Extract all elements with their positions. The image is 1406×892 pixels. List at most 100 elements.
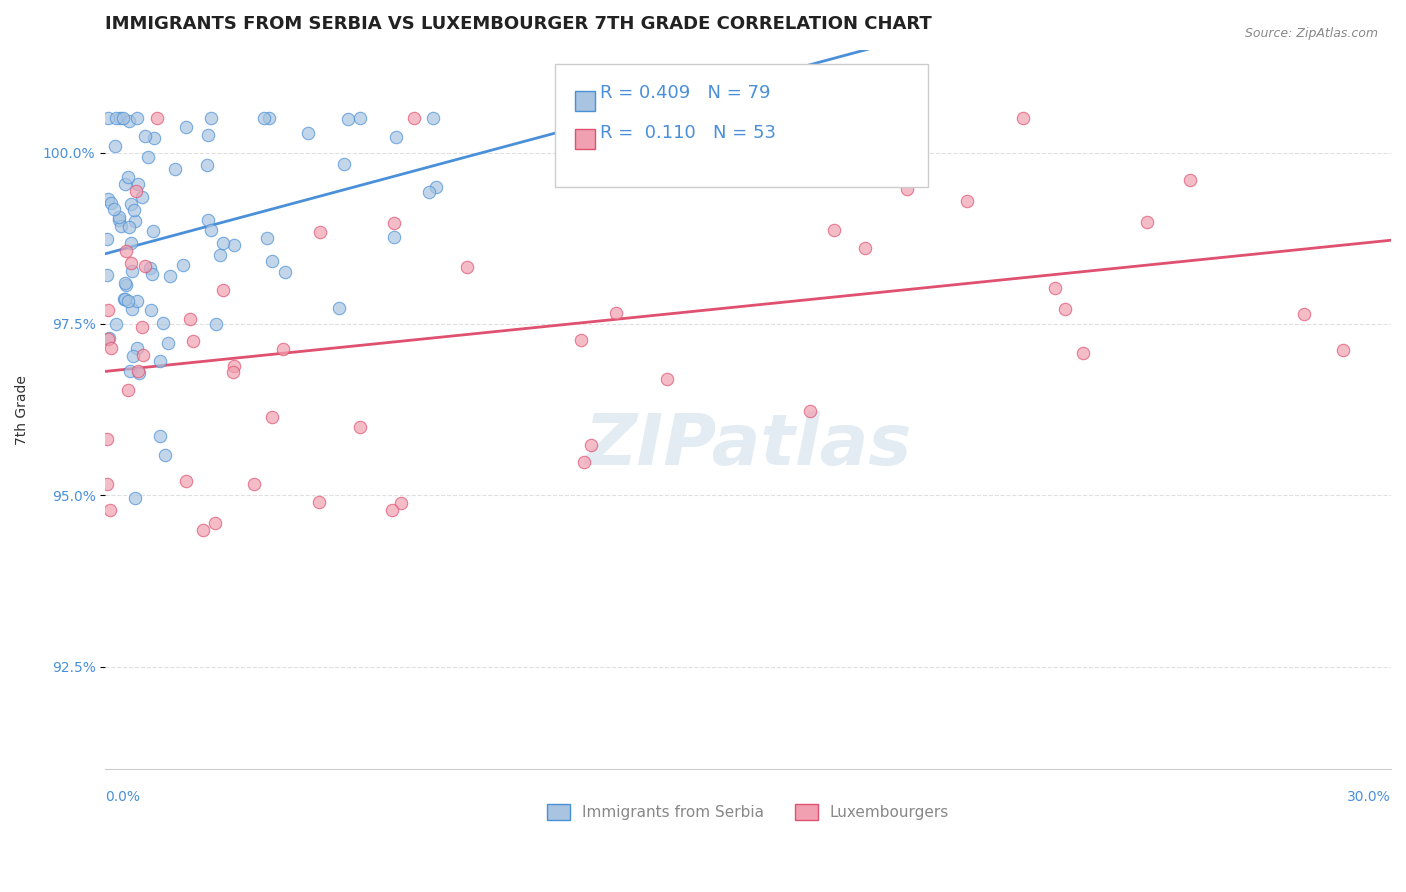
Immigrants from Serbia [141, 267, 163, 281]
Immigrants from Serbia [163, 161, 186, 176]
Immigrants from Serbia [97, 112, 120, 126]
Immigrants from Serbia [422, 112, 444, 126]
Luxembourgers [1043, 281, 1066, 295]
Immigrants from Serbia [418, 186, 440, 200]
Immigrants from Serbia [96, 232, 118, 246]
Immigrants from Serbia [114, 277, 136, 292]
Immigrants from Serbia [124, 214, 146, 228]
Immigrants from Serbia [349, 112, 371, 126]
Luxembourgers [271, 342, 294, 356]
Luxembourgers [714, 148, 737, 162]
Text: R =  0.110   N = 53: R = 0.110 N = 53 [600, 124, 776, 142]
Text: R = 0.409   N = 79: R = 0.409 N = 79 [600, 84, 770, 102]
Immigrants from Serbia [103, 202, 125, 217]
Immigrants from Serbia [112, 292, 135, 306]
Immigrants from Serbia [256, 231, 278, 245]
Luxembourgers [204, 516, 226, 530]
Luxembourgers [1136, 215, 1159, 229]
Text: IMMIGRANTS FROM SERBIA VS LUXEMBOURGER 7TH GRADE CORRELATION CHART: IMMIGRANTS FROM SERBIA VS LUXEMBOURGER 7… [105, 15, 932, 33]
Immigrants from Serbia [105, 112, 128, 126]
Immigrants from Serbia [333, 157, 356, 171]
Immigrants from Serbia [131, 189, 153, 203]
Luxembourgers [100, 341, 122, 355]
Luxembourgers [456, 260, 478, 275]
Immigrants from Serbia [138, 150, 160, 164]
Immigrants from Serbia [425, 180, 447, 194]
Luxembourgers [120, 256, 142, 270]
Immigrants from Serbia [110, 219, 132, 233]
Immigrants from Serbia [260, 253, 283, 268]
Immigrants from Serbia [117, 294, 139, 309]
Immigrants from Serbia [172, 258, 194, 272]
Luxembourgers [97, 302, 120, 317]
Immigrants from Serbia [143, 131, 166, 145]
Immigrants from Serbia [153, 448, 176, 462]
Immigrants from Serbia [121, 302, 143, 317]
Immigrants from Serbia [200, 112, 222, 126]
Immigrants from Serbia [152, 316, 174, 330]
Luxembourgers [243, 476, 266, 491]
Luxembourgers [384, 216, 406, 230]
Immigrants from Serbia [114, 293, 136, 307]
Immigrants from Serbia [96, 268, 118, 282]
Luxembourgers [1012, 112, 1035, 126]
Luxembourgers [127, 364, 149, 378]
Luxembourgers [146, 112, 169, 126]
Luxembourgers [181, 334, 204, 348]
Immigrants from Serbia [159, 268, 181, 283]
Luxembourgers [117, 383, 139, 397]
Immigrants from Serbia [104, 317, 127, 331]
Immigrants from Serbia [125, 294, 148, 309]
Text: ZIPatlas: ZIPatlas [585, 411, 912, 480]
Immigrants from Serbia [156, 336, 179, 351]
Immigrants from Serbia [107, 212, 129, 227]
Immigrants from Serbia [149, 429, 172, 443]
Immigrants from Serbia [97, 192, 120, 206]
Text: 30.0%: 30.0% [1347, 789, 1391, 804]
Luxembourgers [134, 260, 156, 274]
Immigrants from Serbia [139, 260, 162, 275]
Immigrants from Serbia [108, 112, 131, 126]
Immigrants from Serbia [120, 236, 142, 251]
Luxembourgers [572, 455, 595, 469]
Immigrants from Serbia [195, 158, 218, 172]
Immigrants from Serbia [114, 178, 136, 192]
Luxembourgers [657, 372, 679, 386]
FancyBboxPatch shape [555, 64, 928, 186]
Immigrants from Serbia [117, 170, 139, 185]
Luxembourgers [124, 184, 146, 198]
Luxembourgers [179, 311, 201, 326]
Immigrants from Serbia [108, 210, 131, 224]
Luxembourgers [1331, 343, 1354, 357]
Immigrants from Serbia [100, 196, 122, 211]
Immigrants from Serbia [149, 354, 172, 368]
Luxembourgers [308, 495, 330, 509]
Luxembourgers [349, 420, 371, 434]
Legend: Immigrants from Serbia, Luxembourgers: Immigrants from Serbia, Luxembourgers [541, 798, 955, 826]
Immigrants from Serbia [274, 265, 297, 279]
Immigrants from Serbia [257, 112, 280, 126]
Luxembourgers [260, 409, 283, 424]
Immigrants from Serbia [141, 303, 163, 318]
Immigrants from Serbia [112, 112, 135, 126]
Luxembourgers [96, 477, 118, 491]
Immigrants from Serbia [127, 178, 149, 192]
Luxembourgers [1053, 302, 1076, 317]
Luxembourgers [799, 403, 821, 417]
Immigrants from Serbia [128, 366, 150, 380]
FancyBboxPatch shape [575, 91, 595, 111]
Immigrants from Serbia [97, 331, 120, 345]
Immigrants from Serbia [212, 236, 235, 251]
Luxembourgers [1180, 173, 1202, 187]
Immigrants from Serbia [125, 112, 148, 126]
Immigrants from Serbia [197, 128, 219, 142]
Luxembourgers [823, 222, 845, 236]
Luxembourgers [100, 503, 122, 517]
Luxembourgers [579, 437, 602, 451]
Immigrants from Serbia [297, 126, 319, 140]
Luxembourgers [308, 225, 330, 239]
Immigrants from Serbia [205, 317, 228, 331]
Luxembourgers [174, 475, 197, 489]
Luxembourgers [1071, 345, 1094, 359]
Immigrants from Serbia [125, 341, 148, 355]
